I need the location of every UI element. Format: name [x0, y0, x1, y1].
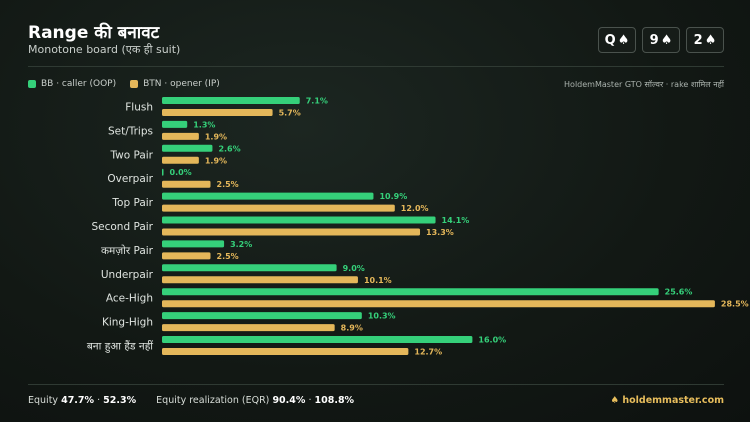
category-label: बना हुआ हैंड नहीं — [87, 340, 153, 354]
legend-item-btn: BTN · opener (IP) — [130, 79, 220, 89]
category-label: Flush — [125, 102, 153, 114]
bar-btn — [162, 132, 199, 140]
bar-bb — [162, 144, 213, 152]
eqr-label: Equity realization (EQR) — [156, 395, 270, 406]
equity-btn: 52.3% — [103, 395, 137, 406]
category-label: Second Pair — [91, 221, 153, 233]
legend-item-bb: BB · caller (OOP) — [28, 79, 116, 89]
legend-swatch-bb — [28, 80, 36, 88]
board-cards: Q ♠ 9 ♠ 2 ♠ — [598, 27, 724, 53]
category-label: King-High — [102, 317, 153, 329]
bar-btn — [162, 204, 395, 212]
equity-separator: · — [97, 395, 101, 406]
bar-bb — [162, 168, 164, 176]
bar-bb — [162, 240, 225, 248]
data-label-btn: 13.3% — [426, 228, 454, 237]
bar-btn — [162, 228, 421, 236]
eqr-separator: · — [308, 395, 312, 406]
category-label: कमज़ोर Pair — [101, 244, 154, 257]
data-label-bb: 14.1% — [442, 216, 470, 225]
bar-bb — [162, 288, 659, 296]
spade-icon: ♠ — [704, 32, 717, 48]
data-label-bb: 16.0% — [478, 336, 506, 345]
spade-icon: ♠ — [617, 32, 630, 48]
data-label-btn: 12.7% — [414, 348, 442, 357]
data-label-btn: 5.7% — [279, 109, 301, 118]
bar-btn — [162, 300, 715, 308]
brand-text: holdemmaster.com — [622, 395, 724, 406]
bar-btn — [162, 252, 211, 260]
data-label-btn: 12.0% — [401, 204, 429, 213]
category-label: Underpair — [101, 269, 154, 281]
data-label-btn: 1.9% — [205, 132, 227, 141]
bar-btn — [162, 156, 199, 164]
data-label-btn: 1.9% — [205, 156, 227, 165]
data-label-bb: 10.9% — [379, 192, 407, 201]
data-label-btn: 2.5% — [217, 252, 239, 261]
bar-bb — [162, 192, 374, 200]
bar-bb — [162, 216, 436, 224]
data-label-btn: 8.9% — [341, 324, 363, 333]
chart-title: Range की बनावट — [28, 23, 160, 43]
category-label: Overpair — [107, 173, 153, 185]
brand-link[interactable]: ♠ holdemmaster.com — [611, 395, 724, 406]
footer-stats: Equity 47.7% · 52.3% Equity realization … — [28, 395, 354, 406]
category-label: Two Pair — [109, 149, 153, 161]
data-label-bb: 3.2% — [230, 240, 252, 249]
equity-bb: 47.7% — [61, 395, 95, 406]
bar-bb — [162, 336, 473, 343]
legend-swatch-btn — [130, 80, 139, 88]
data-label-bb: 9.0% — [343, 264, 365, 273]
category-label: Set/Trips — [108, 125, 153, 137]
legend-label-btn: BTN · opener (IP) — [143, 79, 220, 89]
data-label-btn: 2.5% — [217, 180, 239, 189]
footer-divider — [28, 384, 724, 385]
source-note: HoldemMaster GTO सॉल्वर · rake शामिल नही… — [564, 80, 724, 89]
spade-icon: ♠ — [660, 32, 673, 48]
equity-label: Equity — [28, 395, 59, 406]
bar-bb — [162, 312, 362, 320]
eqr-btn: 108.8% — [314, 395, 355, 406]
data-label-bb: 7.1% — [306, 97, 328, 106]
board-card-3: 2 ♠ — [686, 27, 724, 53]
bar-bb — [162, 120, 188, 128]
bar-btn — [162, 348, 409, 355]
bar-btn — [162, 324, 335, 332]
data-label-bb: 1.3% — [193, 120, 215, 129]
bar-btn — [162, 276, 358, 284]
eqr-bb: 90.4% — [272, 395, 306, 406]
bar-btn — [162, 180, 211, 188]
data-label-bb: 2.6% — [218, 144, 240, 153]
header-divider — [28, 66, 724, 67]
chart-subtitle: Monotone board (एक ही suit) — [28, 43, 181, 56]
bar-bb — [162, 97, 300, 104]
spade-icon: ♠ — [610, 395, 620, 406]
data-label-btn: 28.5% — [721, 300, 749, 309]
board-card-2: 9 ♠ — [642, 27, 680, 53]
data-label-bb: 0.0% — [170, 168, 192, 177]
category-label: Ace-High — [106, 293, 153, 305]
category-label: Top Pair — [111, 197, 153, 209]
card-rank: 9 — [649, 32, 659, 48]
data-label-btn: 10.1% — [364, 276, 392, 285]
data-label-bb: 10.3% — [368, 312, 396, 321]
data-label-bb: 25.6% — [665, 288, 693, 297]
chart-legend: BB · caller (OOP) BTN · opener (IP) — [28, 79, 234, 89]
bar-btn — [162, 109, 273, 116]
bar-bb — [162, 264, 337, 272]
card-rank: 2 — [693, 32, 703, 48]
legend-label-bb: BB · caller (OOP) — [41, 79, 117, 89]
board-card-1: Q ♠ — [598, 27, 636, 53]
card-rank: Q — [604, 32, 616, 48]
